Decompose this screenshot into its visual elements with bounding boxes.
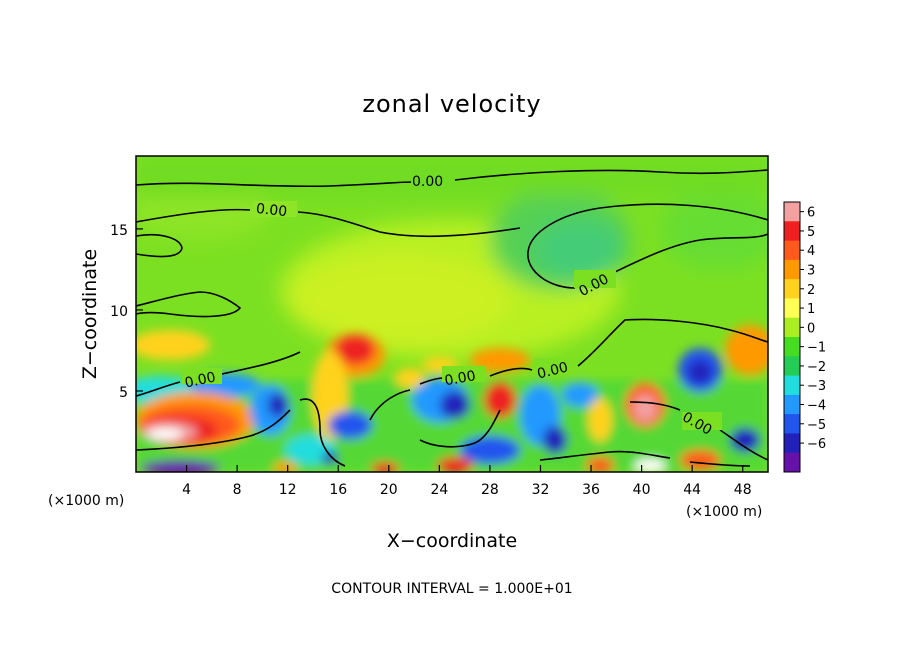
x-tick-label: 40 <box>633 482 651 498</box>
velocity-field: 0.00 0.00 0.00 0.00 0.00 0.00 0.00 <box>136 156 768 472</box>
colorbar-tick-label: 0 <box>807 321 815 336</box>
x-unit-left: (×1000 m) <box>48 493 124 509</box>
x-axis-label: X−coordinate <box>387 530 517 552</box>
y-axis-label: Z−coordinate <box>79 249 101 379</box>
colorbar-swatch <box>784 337 800 357</box>
y-tick-label: 10 <box>110 304 128 320</box>
x-tick-label: 44 <box>683 482 701 498</box>
contour-interval-note: CONTOUR INTERVAL = 1.000E+01 <box>331 581 572 597</box>
x-tick-label: 36 <box>582 482 600 498</box>
colorbar-tick-label: 3 <box>807 264 815 279</box>
contour-label: 0.00 <box>536 359 570 382</box>
x-tick-label: 48 <box>734 482 752 498</box>
contour-label: 0.00 <box>255 201 288 220</box>
colorbar-swatch <box>784 259 800 280</box>
colorbar-swatch <box>784 279 800 299</box>
colorbar-swatch <box>784 414 800 434</box>
x-tick-label: 4 <box>182 482 191 498</box>
colorbar-tick-label: −6 <box>807 437 826 452</box>
colorbar-swatch <box>784 356 800 377</box>
colorbar: 6 5 4 3 2 1 0 −1 −2 −3 −4 −5 −6 <box>783 201 826 473</box>
colorbar-swatch <box>784 221 800 242</box>
colorbar-swatch <box>784 298 800 319</box>
colorbar-tick-label: −3 <box>807 379 826 394</box>
chart-title: zonal velocity <box>362 90 541 118</box>
plot-frame <box>135 155 769 473</box>
colorbar-tick-label: 5 <box>807 225 815 240</box>
x-tick-label: 20 <box>380 482 398 498</box>
colorbar-tick-label: 2 <box>807 283 815 298</box>
colorbar-tick-label: 4 <box>807 244 815 259</box>
colorbar-swatch <box>784 240 800 261</box>
x-tick-label: 8 <box>233 482 242 498</box>
colorbar-frame <box>783 201 801 473</box>
colorbar-swatch <box>784 317 800 338</box>
colorbar-swatch <box>784 452 800 473</box>
colorbar-swatch <box>784 375 800 396</box>
x-unit-right: (×1000 m) <box>686 504 762 520</box>
x-ticks: 4 8 12 16 20 24 28 32 36 40 44 48 <box>182 465 752 498</box>
contour-label: 0.00 <box>412 174 443 190</box>
colorbar-tick-label: 1 <box>807 302 815 317</box>
y-tick-label: 15 <box>110 223 128 239</box>
x-tick-label: 16 <box>329 482 347 498</box>
colorbar-swatch <box>784 202 800 222</box>
colorbar-tick-label: −2 <box>807 360 826 375</box>
x-tick-label: 12 <box>279 482 297 498</box>
colorbar-swatch <box>784 394 800 415</box>
contour-label: 0.00 <box>183 369 217 391</box>
contour-label: 0.00 <box>443 368 476 389</box>
colorbar-tick-label: −4 <box>807 399 826 414</box>
colorbar-tick-label: −5 <box>807 418 826 433</box>
colorbar-swatch <box>784 433 800 454</box>
contour-lines <box>136 169 768 467</box>
x-tick-label: 32 <box>532 482 550 498</box>
y-ticks: 5 10 15 <box>110 223 143 401</box>
y-tick-label: 5 <box>119 385 128 401</box>
x-tick-label: 28 <box>481 482 499 498</box>
colorbar-tick-label: 6 <box>807 206 815 221</box>
x-tick-label: 24 <box>430 482 448 498</box>
colorbar-tick-label: −1 <box>807 341 826 356</box>
